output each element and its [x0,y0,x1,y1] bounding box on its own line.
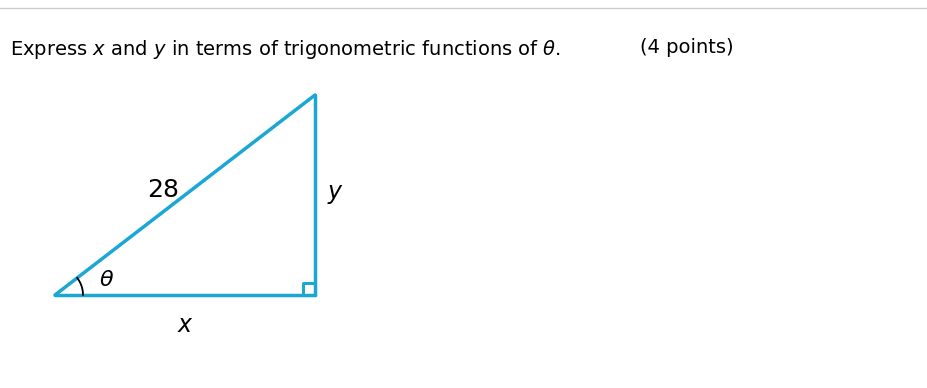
Text: (4 points): (4 points) [640,38,733,57]
Text: $y$: $y$ [326,184,344,206]
Text: $\theta$: $\theta$ [99,268,114,291]
Text: 28: 28 [146,178,179,202]
Text: Express $x$ and $y$ in terms of trigonometric functions of $\theta$.: Express $x$ and $y$ in terms of trigonom… [10,38,560,61]
Text: $x$: $x$ [176,314,193,336]
